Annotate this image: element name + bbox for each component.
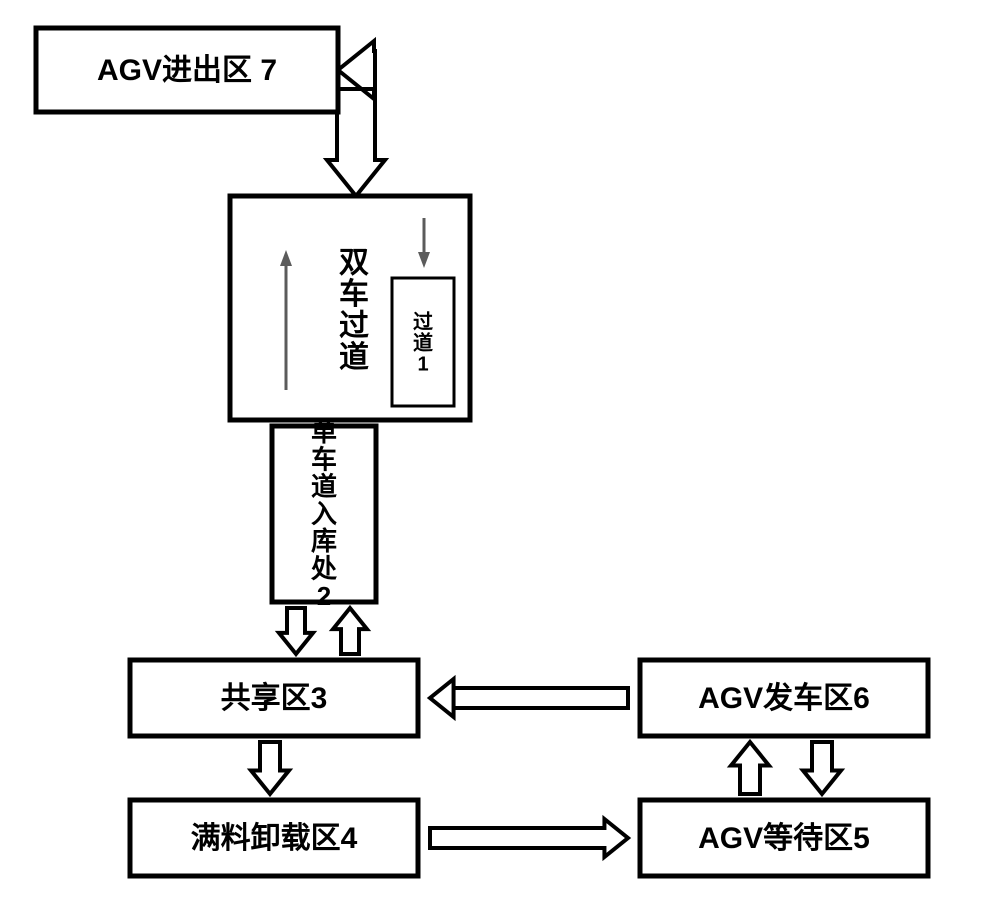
node-4-label: 满料卸载区4 — [191, 822, 358, 855]
node-7-label: AGV进出区 7 — [97, 54, 277, 87]
arrow-n2-n3-down — [279, 608, 313, 654]
arrow-n4-n5 — [430, 819, 628, 857]
arrow-n5-n6-up — [731, 742, 769, 794]
arrow-n2-n3-up — [333, 608, 367, 654]
arrow-n6-n3 — [430, 679, 628, 717]
node-6-label: AGV发车区6 — [698, 681, 870, 715]
node-dual-label: 双车过道 — [339, 247, 369, 375]
node-3-label: 共享区3 — [221, 681, 328, 715]
arrow-n3-n4 — [251, 742, 289, 794]
arrow-n6-n5-down — [803, 742, 841, 794]
node-2-label: 单车道入库处2 — [310, 417, 337, 611]
node-5-label: AGV等待区5 — [698, 821, 870, 855]
